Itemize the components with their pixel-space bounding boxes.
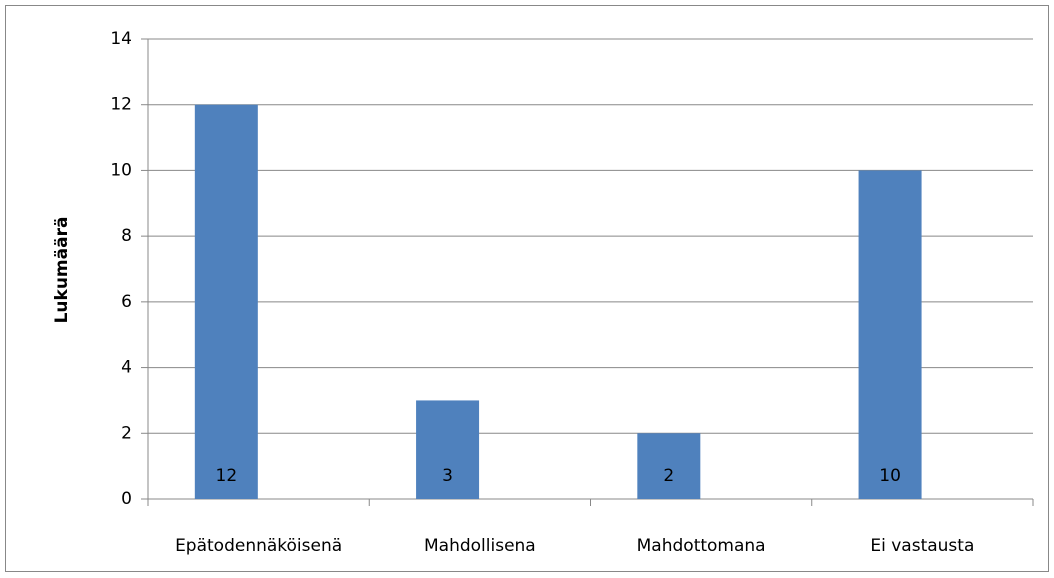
y-tick-label: 2 xyxy=(121,423,132,443)
x-tick-label: Epätodennäköisenä xyxy=(175,536,342,556)
y-axis-label: Lukumäärä xyxy=(52,217,72,324)
x-tick-label: Ei vastausta xyxy=(870,536,974,556)
bar xyxy=(637,433,701,499)
y-tick-label: 14 xyxy=(110,29,132,49)
data-label: 3 xyxy=(442,466,453,486)
data-label: 12 xyxy=(216,466,238,486)
y-tick-label: 6 xyxy=(121,292,132,312)
data-label: 2 xyxy=(663,466,674,486)
bar xyxy=(194,104,258,499)
y-tick-label: 10 xyxy=(110,160,132,180)
bar xyxy=(858,170,922,499)
y-tick-label: 0 xyxy=(121,489,132,509)
x-tick-label: Mahdottomana xyxy=(637,536,766,556)
x-tick-label: Mahdollisena xyxy=(424,536,536,556)
y-tick-label: 8 xyxy=(121,226,132,246)
data-label: 10 xyxy=(879,466,901,486)
bar xyxy=(416,400,480,499)
y-tick-label: 12 xyxy=(110,95,132,115)
y-tick-label: 4 xyxy=(121,358,132,378)
